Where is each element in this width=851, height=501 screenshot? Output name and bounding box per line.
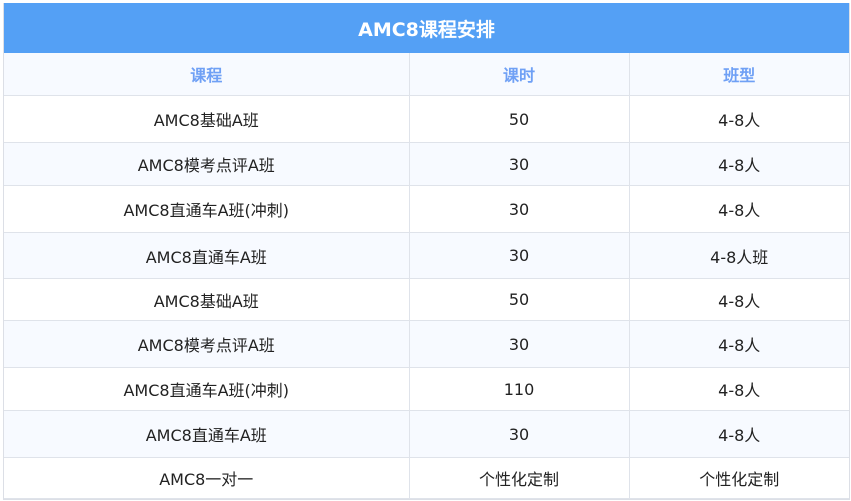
cell-class-type: 4-8人 xyxy=(628,142,849,186)
cell-class-type: 4-8人班 xyxy=(628,232,849,279)
cell-course: AMC8一对一 xyxy=(4,457,410,499)
cell-class-type: 4-8人 xyxy=(628,410,849,458)
cell-class-type: 4-8人 xyxy=(628,185,849,233)
table-row: AMC8基础A班 50 4-8人 xyxy=(4,95,849,143)
course-schedule: AMC8课程安排 课程 课时 班型 AMC8基础A班 50 4-8人 AMC8模考点评… xyxy=(3,3,850,500)
table-row: AMC8一对一 个性化定制 个性化定制 xyxy=(4,457,849,499)
table-title: AMC8课程安排 xyxy=(4,3,849,53)
table-row: AMC8直通车A班 30 4-8人班 xyxy=(4,232,849,279)
cell-hours: 30 xyxy=(408,232,630,279)
header-row: 课程 课时 班型 xyxy=(4,53,849,96)
cell-class-type: 4-8人 xyxy=(628,95,849,143)
cell-course: AMC8直通车A班 xyxy=(4,232,410,279)
cell-hours: 50 xyxy=(408,278,630,321)
cell-course: AMC8模考点评A班 xyxy=(4,142,410,186)
cell-class-type: 个性化定制 xyxy=(628,457,849,499)
cell-course: AMC8模考点评A班 xyxy=(4,320,410,368)
cell-hours: 110 xyxy=(408,367,630,411)
cell-hours: 50 xyxy=(408,95,630,143)
table-row: AMC8直通车A班 30 4-8人 xyxy=(4,410,849,458)
cell-class-type: 4-8人 xyxy=(628,320,849,368)
table-row: AMC8直通车A班(冲刺) 30 4-8人 xyxy=(4,185,849,233)
cell-class-type: 4-8人 xyxy=(628,367,849,411)
cell-course: AMC8直通车A班 xyxy=(4,410,410,458)
cell-course: AMC8基础A班 xyxy=(4,95,410,143)
cell-hours: 30 xyxy=(408,142,630,186)
cell-course: AMC8基础A班 xyxy=(4,278,410,321)
table-row: AMC8直通车A班(冲刺) 110 4-8人 xyxy=(4,367,849,411)
cell-course: AMC8直通车A班(冲刺) xyxy=(4,367,410,411)
cell-course: AMC8直通车A班(冲刺) xyxy=(4,185,410,233)
cell-hours: 30 xyxy=(408,185,630,233)
cell-hours: 个性化定制 xyxy=(408,457,630,499)
schedule-table: 课程 课时 班型 AMC8基础A班 50 4-8人 AMC8模考点评A班 30 4-8人 A… xyxy=(4,53,849,499)
column-header-hours: 课时 xyxy=(408,53,630,96)
table-row: AMC8模考点评A班 30 4-8人 xyxy=(4,142,849,186)
table-row: AMC8模考点评A班 30 4-8人 xyxy=(4,320,849,368)
column-header-class-type: 班型 xyxy=(628,53,849,96)
cell-hours: 30 xyxy=(408,410,630,458)
cell-class-type: 4-8人 xyxy=(628,278,849,321)
column-header-course: 课程 xyxy=(4,53,410,96)
cell-hours: 30 xyxy=(408,320,630,368)
table-row: AMC8基础A班 50 4-8人 xyxy=(4,278,849,321)
